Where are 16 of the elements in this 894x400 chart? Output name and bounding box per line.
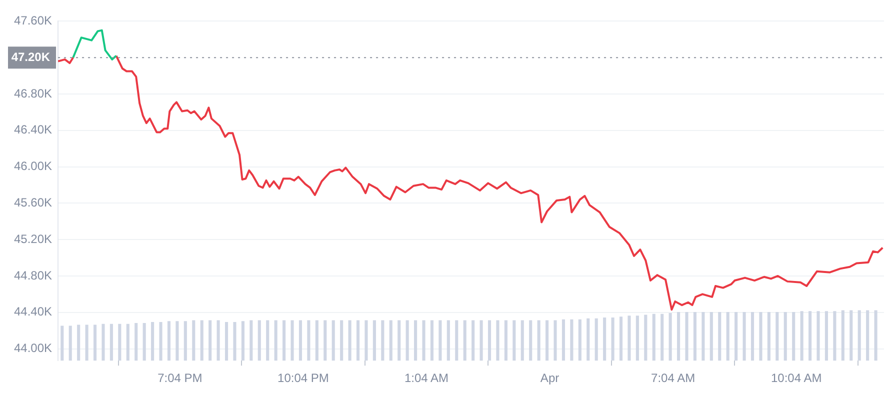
y-tick-label: 44.40K bbox=[14, 304, 52, 319]
x-tick-label: Apr bbox=[540, 371, 560, 386]
y-tick-label: 47.60K bbox=[14, 14, 52, 28]
y-tick-label: 46.40K bbox=[14, 122, 52, 137]
x-tick-label: 1:04 AM bbox=[404, 371, 449, 386]
y-tick-label: 46.00K bbox=[14, 159, 52, 174]
y-tick-label: 44.80K bbox=[14, 268, 52, 282]
x-tick-label: 7:04 PM bbox=[158, 371, 202, 386]
x-tick-label: 10:04 AM bbox=[770, 371, 822, 386]
y-tick-label: 45.60K bbox=[14, 195, 52, 210]
ref-line-label: 47.20K bbox=[11, 50, 50, 64]
y-tick-label: 44.00K bbox=[14, 341, 52, 356]
x-tick-label: 7:04 AM bbox=[651, 371, 696, 386]
y-tick-label: 45.20K bbox=[14, 232, 52, 246]
y-tick-label: 46.80K bbox=[14, 86, 52, 100]
x-tick-label: 10:04 PM bbox=[278, 371, 329, 386]
